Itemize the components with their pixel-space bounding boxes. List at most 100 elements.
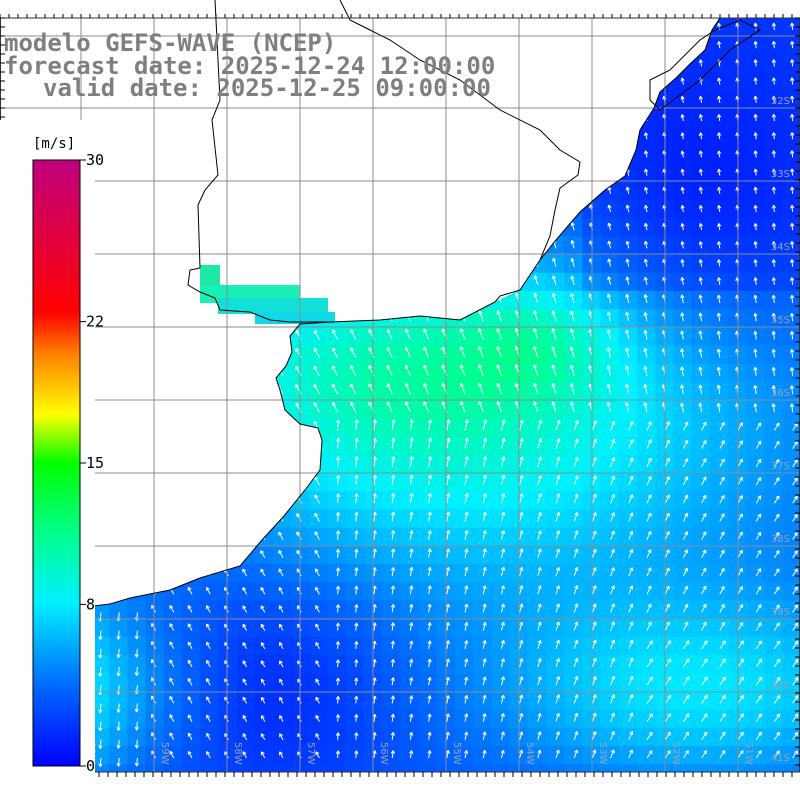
colorbar-tick-label: 22 xyxy=(86,313,104,331)
wave-cell xyxy=(709,509,729,529)
wind-arrow xyxy=(792,513,798,522)
wave-cell xyxy=(764,636,784,656)
wave-cell xyxy=(728,491,747,510)
wind-arrow xyxy=(354,530,359,540)
wave-cell xyxy=(327,600,347,620)
wave-cell xyxy=(309,564,329,583)
wind-arrow xyxy=(628,439,634,449)
wind-arrow xyxy=(315,660,320,668)
wind-arrow xyxy=(533,292,539,304)
wave-cell xyxy=(728,618,747,638)
wave-cell xyxy=(145,709,165,729)
wind-arrow xyxy=(336,437,341,449)
wind-arrow xyxy=(409,695,414,704)
wind-arrow xyxy=(116,721,121,731)
wave-cell xyxy=(236,764,256,772)
wave-cell xyxy=(673,618,693,638)
wind-arrow xyxy=(519,749,524,759)
wind-arrow xyxy=(482,511,487,522)
wave-cell xyxy=(273,545,292,565)
latitude-labels: 32S 33S 34S 35S 36S 37S 38S 39S 40S 41S xyxy=(771,96,790,764)
coastline xyxy=(0,0,761,621)
wind-arrow xyxy=(409,511,414,522)
wind-arrow xyxy=(313,384,320,395)
wind-arrow xyxy=(464,640,469,649)
wind-arrow xyxy=(573,475,579,486)
wave-cell xyxy=(618,600,638,620)
wave-cell xyxy=(109,618,128,638)
wind-arrow xyxy=(753,41,758,49)
wave-cell xyxy=(473,709,492,729)
lon-label: 55W xyxy=(451,742,462,765)
wind-arrow xyxy=(482,585,487,595)
wind-arrow xyxy=(386,364,393,377)
wind-arrow xyxy=(537,639,542,649)
wind-arrow xyxy=(610,712,615,722)
wave-cell xyxy=(254,727,274,747)
wave-cell xyxy=(91,746,110,765)
wind-arrow xyxy=(482,640,487,649)
wave-cell xyxy=(218,636,238,656)
wind-arrow xyxy=(717,223,722,231)
wind-arrow xyxy=(404,383,411,395)
wind-arrow xyxy=(555,438,561,449)
wind-arrow xyxy=(790,77,795,85)
wind-arrow xyxy=(680,402,685,413)
wind-arrow xyxy=(755,622,762,631)
wave-cell xyxy=(600,600,620,620)
wind-arrow xyxy=(98,648,103,659)
wave-cell xyxy=(345,655,365,674)
wind-arrow xyxy=(644,186,649,194)
wind-arrow xyxy=(698,241,703,249)
wind-arrow xyxy=(753,95,758,103)
title-model: modelo GEFS-WAVE (NCEP) xyxy=(4,29,336,57)
wave-cell xyxy=(546,582,565,601)
wind-arrow xyxy=(482,548,487,558)
wind-arrow xyxy=(335,732,341,740)
wind-arrow xyxy=(206,696,211,704)
wind-arrow xyxy=(464,658,469,668)
wind-arrow xyxy=(753,348,758,358)
wind-arrow xyxy=(169,732,175,741)
wave-cell xyxy=(691,473,711,492)
wind-arrow xyxy=(279,623,284,631)
wind-arrow xyxy=(519,511,524,522)
wave-cell xyxy=(127,709,147,729)
wind-arrow xyxy=(789,385,795,395)
wind-arrow xyxy=(134,721,139,731)
wind-arrow xyxy=(753,22,758,31)
wind-arrow xyxy=(519,474,524,486)
wind-arrow xyxy=(537,749,542,759)
wave-cell xyxy=(382,636,401,656)
wind-arrow xyxy=(643,347,648,358)
wind-arrow xyxy=(537,474,542,486)
wind-arrow xyxy=(591,639,597,649)
wave-cell xyxy=(163,636,183,656)
wind-arrow xyxy=(478,401,484,413)
wind-arrow xyxy=(792,604,798,613)
wave-cell xyxy=(200,727,219,747)
wave-cell xyxy=(200,618,219,638)
wind-arrow xyxy=(98,703,103,714)
wind-arrow xyxy=(551,383,557,395)
wind-arrow xyxy=(773,713,781,722)
wave-cell xyxy=(637,509,656,529)
wind-arrow xyxy=(664,531,670,540)
wind-arrow xyxy=(771,113,777,122)
wind-arrow xyxy=(682,603,689,613)
wind-arrow xyxy=(753,150,758,158)
wind-arrow xyxy=(790,22,795,31)
wave-cell xyxy=(546,691,565,711)
colorbar-tick-label: 8 xyxy=(86,595,95,613)
wind-arrow xyxy=(409,731,414,740)
wind-arrow xyxy=(242,586,248,595)
wave-cell xyxy=(491,545,511,565)
wind-arrow xyxy=(482,456,488,467)
wave-cell xyxy=(418,636,438,656)
wind-arrow xyxy=(771,22,777,31)
wind-arrow xyxy=(771,41,777,49)
wind-arrow xyxy=(717,132,722,140)
wave-cell xyxy=(382,709,401,729)
lat-label: 38S xyxy=(771,534,790,545)
wind-arrow xyxy=(573,512,579,522)
